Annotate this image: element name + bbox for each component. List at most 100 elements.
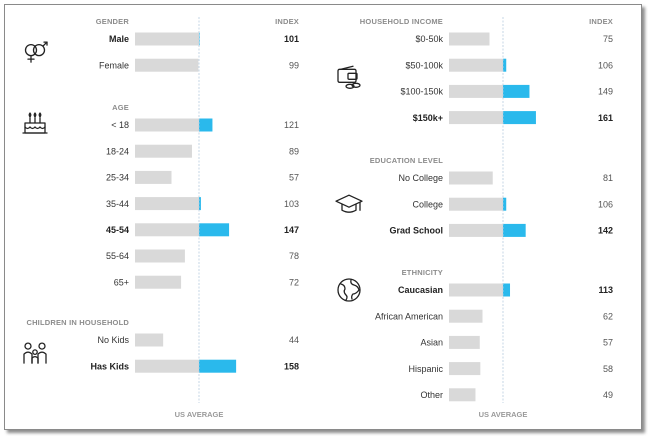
bar-row: 25-34 57 bbox=[106, 170, 299, 184]
row-index-value: 49 bbox=[603, 390, 613, 400]
bar-row: Caucasian 113 bbox=[398, 283, 613, 297]
bar-row: African American 62 bbox=[375, 309, 613, 323]
bar-above-average bbox=[503, 223, 526, 237]
row-index-value: 142 bbox=[598, 226, 613, 236]
bar-base bbox=[135, 249, 185, 263]
bar-base bbox=[135, 144, 192, 158]
bar-row: Grad School 142 bbox=[389, 223, 613, 237]
wallet-icon bbox=[337, 65, 361, 89]
bar-base bbox=[135, 275, 182, 289]
row-label: Grad School bbox=[389, 226, 443, 236]
bar-base bbox=[135, 223, 199, 237]
bar-row: $150k+ 161 bbox=[413, 111, 613, 125]
row-label: 45-54 bbox=[106, 225, 129, 235]
bar-above-average bbox=[199, 118, 213, 132]
bar-base bbox=[449, 283, 503, 297]
bar-row: 18-24 89 bbox=[106, 144, 299, 158]
bar-base bbox=[449, 309, 483, 323]
row-label: No College bbox=[398, 173, 443, 183]
row-index-value: 75 bbox=[603, 34, 613, 44]
bar-base bbox=[449, 197, 503, 211]
bar-row: $50-100k 106 bbox=[405, 58, 613, 72]
section-title: HOUSEHOLD INCOME bbox=[360, 17, 443, 26]
bar-above-average bbox=[503, 283, 511, 297]
bar-base bbox=[449, 171, 493, 185]
chart-frame: GENDER INDEX Male 101 Female 99 AGE < 18 121 18-2… bbox=[4, 4, 642, 430]
row-label: 18-24 bbox=[106, 146, 129, 156]
row-index-value: 113 bbox=[598, 285, 613, 295]
bar-above-average bbox=[199, 197, 201, 211]
row-index-value: 81 bbox=[603, 173, 613, 183]
family-icon bbox=[23, 342, 47, 364]
row-label: Hispanic bbox=[408, 364, 443, 374]
section-income: HOUSEHOLD INCOME INDEX $0-50k 75 $50-100k 106… bbox=[337, 17, 613, 125]
bar-base bbox=[449, 362, 481, 376]
section-title: CHILDREN IN HOUSEHOLD bbox=[26, 318, 129, 327]
bar-base bbox=[135, 32, 199, 46]
bar-above-average bbox=[503, 58, 507, 72]
row-index-value: 106 bbox=[598, 60, 613, 70]
bar-base bbox=[449, 111, 503, 125]
bar-row: 65+ 72 bbox=[114, 275, 299, 289]
row-label: 25-34 bbox=[106, 173, 129, 183]
row-label: College bbox=[412, 199, 443, 209]
row-label: Male bbox=[109, 34, 129, 44]
row-label: Asian bbox=[420, 338, 443, 348]
us-average-label: US AVERAGE bbox=[479, 410, 528, 419]
bar-row: College 106 bbox=[412, 197, 613, 211]
bar-base bbox=[135, 333, 164, 347]
bar-base bbox=[449, 223, 503, 237]
section-title: EDUCATION LEVEL bbox=[370, 156, 443, 165]
index-header: INDEX bbox=[589, 17, 613, 26]
row-label: $0-50k bbox=[415, 34, 443, 44]
row-label: 35-44 bbox=[106, 199, 129, 209]
row-label: 65+ bbox=[114, 277, 129, 287]
row-label: $50-100k bbox=[405, 60, 443, 70]
bar-row: 45-54 147 bbox=[106, 223, 299, 237]
row-label: No Kids bbox=[97, 335, 129, 345]
section-title: ETHNICITY bbox=[402, 268, 443, 277]
row-index-value: 103 bbox=[284, 199, 299, 209]
index-header: INDEX bbox=[275, 17, 299, 26]
bar-above-average bbox=[503, 197, 507, 211]
left-column: GENDER INDEX Male 101 Female 99 AGE < 18 121 18-2… bbox=[22, 17, 299, 419]
section-title: AGE bbox=[112, 103, 129, 112]
row-index-value: 58 bbox=[603, 364, 613, 374]
bar-base bbox=[135, 118, 199, 132]
bar-row: Hispanic 58 bbox=[408, 362, 613, 376]
bar-row: No College 81 bbox=[398, 171, 613, 185]
bar-above-average bbox=[503, 84, 530, 98]
row-index-value: 121 bbox=[284, 120, 299, 130]
bar-row: Other 49 bbox=[420, 388, 613, 402]
bar-base bbox=[449, 32, 490, 46]
bar-row: $100-150k 149 bbox=[400, 84, 613, 98]
row-index-value: 62 bbox=[603, 311, 613, 321]
row-index-value: 89 bbox=[289, 146, 299, 156]
section-ethnicity: ETHNICITY Caucasian 113 African American 62 A… bbox=[337, 268, 613, 402]
bar-row: No Kids 44 bbox=[97, 333, 299, 347]
graduation-cap-icon bbox=[335, 194, 363, 213]
row-label: Has Kids bbox=[90, 361, 129, 371]
gender-icon bbox=[24, 41, 48, 63]
row-index-value: 147 bbox=[284, 225, 299, 235]
section-gender: GENDER INDEX Male 101 Female 99 bbox=[24, 17, 299, 72]
right-column: HOUSEHOLD INCOME INDEX $0-50k 75 $50-100k 106… bbox=[335, 17, 613, 419]
bar-row: Asian 57 bbox=[420, 335, 613, 349]
bar-row: $0-50k 75 bbox=[415, 32, 613, 46]
bar-base bbox=[135, 359, 199, 373]
bar-row: 55-64 78 bbox=[106, 249, 299, 263]
row-label: Caucasian bbox=[398, 285, 443, 295]
bar-base bbox=[449, 84, 503, 98]
globe-icon bbox=[337, 278, 361, 302]
index-bar-chart: GENDER INDEX Male 101 Female 99 AGE < 18 121 18-2… bbox=[22, 17, 613, 419]
bar-base bbox=[135, 170, 172, 184]
bar-above-average bbox=[199, 223, 230, 237]
row-label: 55-64 bbox=[106, 251, 129, 261]
row-index-value: 78 bbox=[289, 251, 299, 261]
row-label: $100-150k bbox=[400, 87, 443, 97]
bar-above-average bbox=[503, 111, 536, 125]
bar-base bbox=[449, 58, 503, 72]
bar-row: Has Kids 158 bbox=[90, 359, 299, 373]
row-index-value: 161 bbox=[598, 113, 613, 123]
bar-base bbox=[449, 335, 480, 349]
